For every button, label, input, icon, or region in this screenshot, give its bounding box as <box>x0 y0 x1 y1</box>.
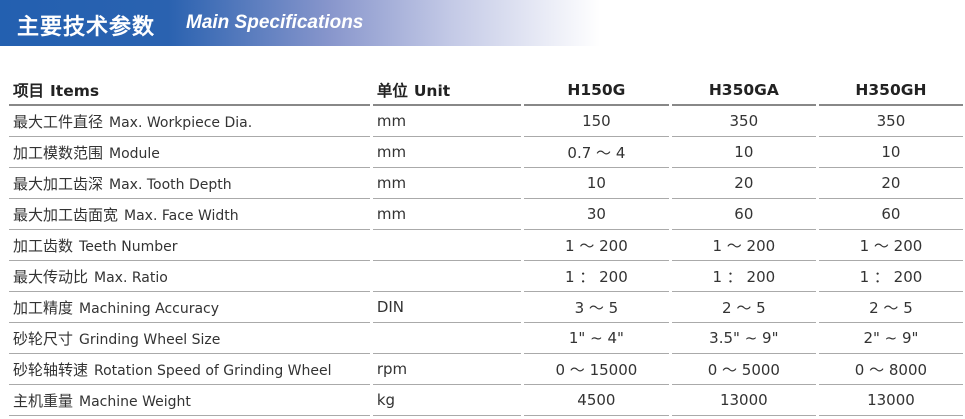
table-header-row: 项目 Items 单位 Unit H150G H350GA H350GH <box>9 76 963 106</box>
value-cell: 150 <box>523 106 669 137</box>
item-cn: 砂轮尺寸 <box>13 329 74 348</box>
item-en: Rotation Speed of Grinding Wheel <box>94 362 332 379</box>
unit-cell: rpm <box>372 354 521 385</box>
header-items: 项目 Items <box>9 76 370 106</box>
item-cell: 主机重量 Machine Weight <box>9 385 370 416</box>
item-cell: 最大传动比 Max. Ratio <box>9 261 370 292</box>
value-cell: 1 ～ 200 <box>818 230 963 261</box>
item-cell: 砂轮尺寸 Grinding Wheel Size <box>9 323 370 354</box>
item-cell: 加工模数范围 Module <box>9 137 370 168</box>
unit-cell: kg <box>372 385 521 416</box>
item-cn: 主机重量 <box>13 391 74 410</box>
specifications-table: 项目 Items 单位 Unit H150G H350GA H350GH 最大工件直… <box>6 76 965 416</box>
table-row: 最大加工齿面宽 Max. Face Width mm 30 60 60 <box>9 199 963 230</box>
value-cell: 1 ： 200 <box>671 261 816 292</box>
value-cell: 4500 <box>523 385 669 416</box>
item-cell: 加工齿数 Teeth Number <box>9 230 370 261</box>
value-cell: 30 <box>523 199 669 230</box>
table-row: 砂轮尺寸 Grinding Wheel Size 1" ~ 4" 3.5" ~ 9" 2… <box>9 323 963 354</box>
value-cell: 2" ~ 9" <box>818 323 963 354</box>
item-cn: 砂轮轴转速 <box>13 360 89 379</box>
item-cell: 最大加工齿面宽 Max. Face Width <box>9 199 370 230</box>
item-cell: 加工精度 Machining Accuracy <box>9 292 370 323</box>
value-cell: 1 ： 200 <box>818 261 963 292</box>
banner-title-en: Main Specifications <box>186 12 364 33</box>
header-model: H150G <box>523 76 669 106</box>
value-cell: 2 ～ 5 <box>671 292 816 323</box>
value-cell: 1 ： 200 <box>523 261 669 292</box>
item-cn: 加工模数范围 <box>13 143 104 162</box>
header-model: H350GH <box>818 76 963 106</box>
header-model: H350GA <box>671 76 816 106</box>
value-cell: 13000 <box>671 385 816 416</box>
table-row: 最大传动比 Max. Ratio 1 ： 200 1 ： 200 1 ： 200 <box>9 261 963 292</box>
item-cn: 最大工件直径 <box>13 112 104 131</box>
value-cell: 0 ～ 5000 <box>671 354 816 385</box>
table-row: 加工齿数 Teeth Number 1 ～ 200 1 ～ 200 1 ～ 200 <box>9 230 963 261</box>
item-cn: 最大加工齿深 <box>13 174 104 193</box>
item-en: Teeth Number <box>79 238 178 255</box>
value-cell: 350 <box>818 106 963 137</box>
value-cell: 3.5" ~ 9" <box>671 323 816 354</box>
unit-cell: mm <box>372 137 521 168</box>
item-en: Max. Face Width <box>124 207 239 224</box>
item-en: Max. Tooth Depth <box>109 176 232 193</box>
item-cn: 加工精度 <box>13 298 74 317</box>
item-en: Module <box>109 145 160 162</box>
item-cn: 最大加工齿面宽 <box>13 205 119 224</box>
value-cell: 0.7 ～ 4 <box>523 137 669 168</box>
table-row: 加工模数范围 Module mm 0.7 ～ 4 10 10 <box>9 137 963 168</box>
value-cell: 1" ~ 4" <box>523 323 669 354</box>
banner-title-cn: 主要技术参数 <box>17 15 156 40</box>
value-cell: 20 <box>671 168 816 199</box>
value-cell: 0 ～ 15000 <box>523 354 669 385</box>
item-cell: 最大加工齿深 Max. Tooth Depth <box>9 168 370 199</box>
value-cell: 20 <box>818 168 963 199</box>
item-cn: 最大传动比 <box>13 267 89 286</box>
item-en: Machine Weight <box>79 393 191 410</box>
value-cell: 2 ～ 5 <box>818 292 963 323</box>
item-cn: 加工齿数 <box>13 236 74 255</box>
unit-cell: mm <box>372 168 521 199</box>
value-cell: 1 ～ 200 <box>671 230 816 261</box>
item-cell: 最大工件直径 Max. Workpiece Dia. <box>9 106 370 137</box>
unit-cell <box>372 261 521 292</box>
value-cell: 10 <box>818 137 963 168</box>
value-cell: 10 <box>523 168 669 199</box>
value-cell: 60 <box>818 199 963 230</box>
table-row: 最大工件直径 Max. Workpiece Dia. mm 150 350 350 <box>9 106 963 137</box>
item-en: Max. Ratio <box>94 269 168 286</box>
value-cell: 10 <box>671 137 816 168</box>
value-cell: 0 ～ 8000 <box>818 354 963 385</box>
value-cell: 1 ～ 200 <box>523 230 669 261</box>
unit-cell: mm <box>372 106 521 137</box>
item-en: Grinding Wheel Size <box>79 331 221 348</box>
unit-cell <box>372 230 521 261</box>
table-row: 砂轮轴转速 Rotation Speed of Grinding Wheel rpm… <box>9 354 963 385</box>
value-cell: 13000 <box>818 385 963 416</box>
item-en: Machining Accuracy <box>79 300 220 317</box>
value-cell: 3 ～ 5 <box>523 292 669 323</box>
value-cell: 60 <box>671 199 816 230</box>
table-row: 最大加工齿深 Max. Tooth Depth mm 10 20 20 <box>9 168 963 199</box>
header-unit: 单位 Unit <box>372 76 521 106</box>
unit-cell <box>372 323 521 354</box>
item-cell: 砂轮轴转速 Rotation Speed of Grinding Wheel <box>9 354 370 385</box>
unit-cell: mm <box>372 199 521 230</box>
unit-cell: DIN <box>372 292 521 323</box>
value-cell: 350 <box>671 106 816 137</box>
section-banner: 主要技术参数 Main Specifications <box>0 0 600 46</box>
item-en: Max. Workpiece Dia. <box>109 114 253 131</box>
table-row: 主机重量 Machine Weight kg 4500 13000 13000 <box>9 385 963 416</box>
